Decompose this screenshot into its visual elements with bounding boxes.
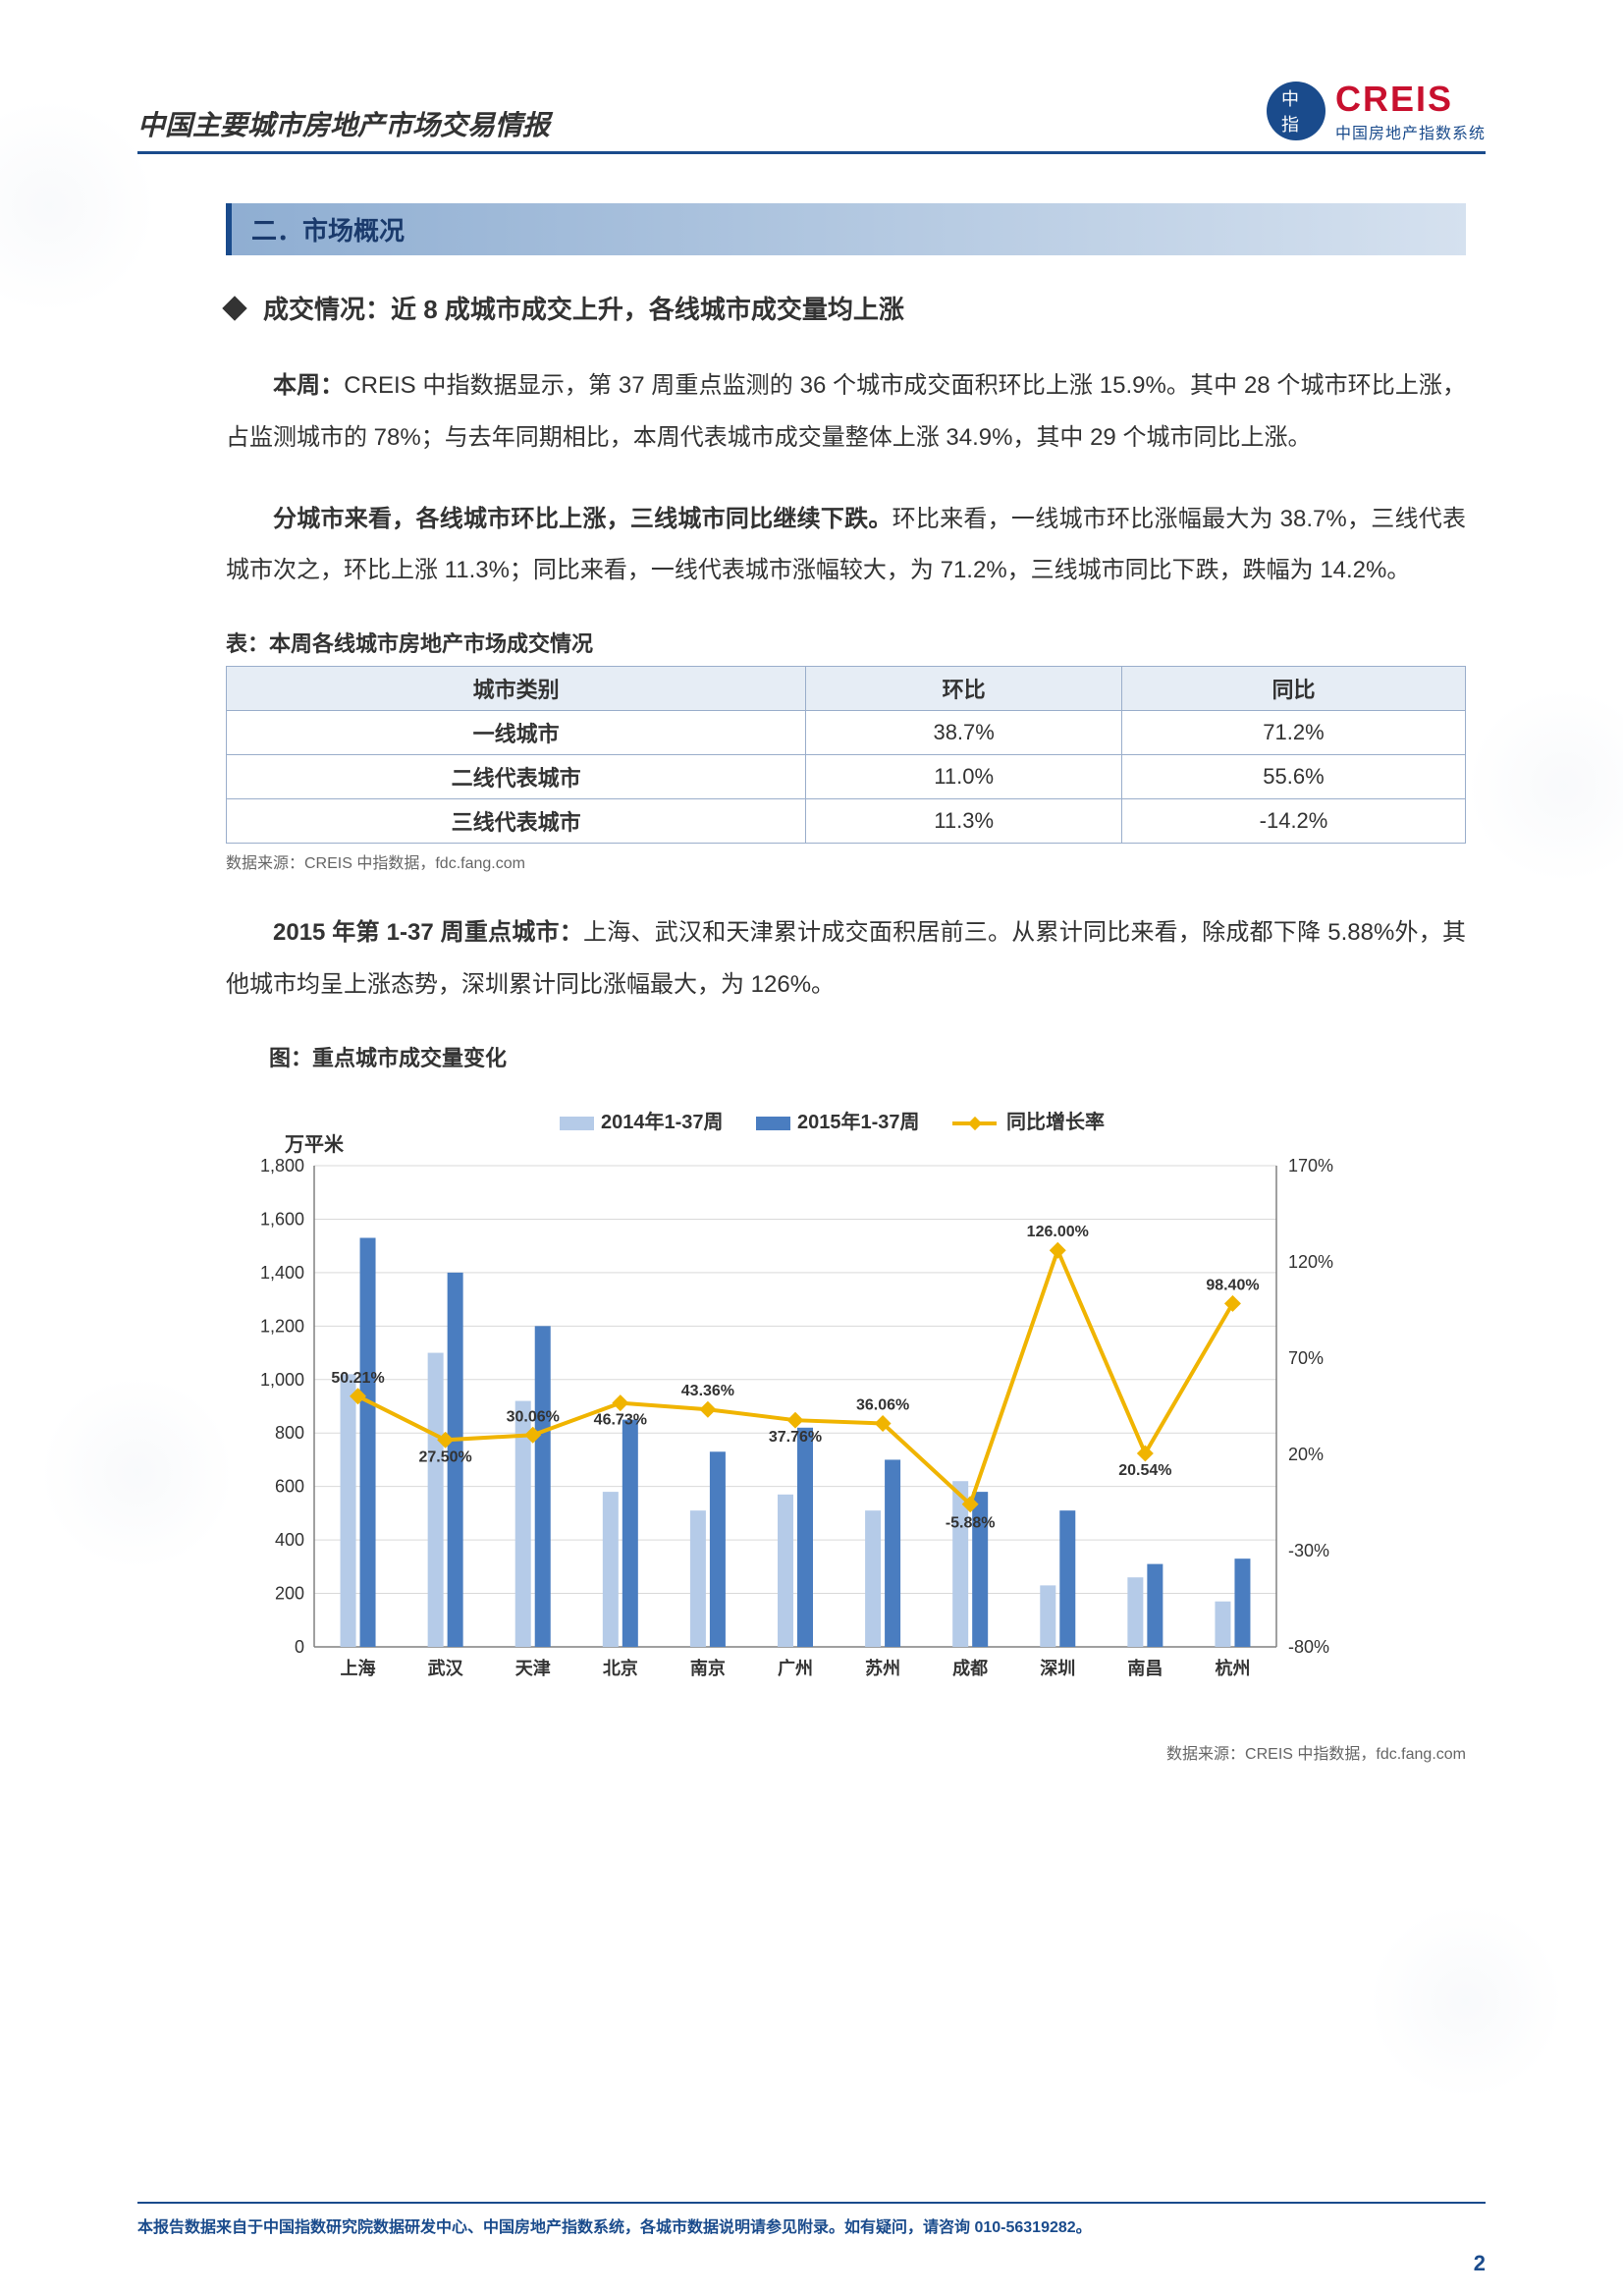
paragraph-2: 分城市来看，各线城市环比上涨，三线城市同比继续下跌。环比来看，一线城市环比涨幅最… xyxy=(226,494,1466,598)
logo-text-sub: 中国房地产指数系统 xyxy=(1335,120,1486,143)
svg-text:20.54%: 20.54% xyxy=(1118,1462,1171,1479)
svg-text:成都: 成都 xyxy=(952,1658,988,1678)
svg-text:800: 800 xyxy=(275,1423,304,1443)
svg-text:1,400: 1,400 xyxy=(260,1263,304,1283)
svg-text:万平米: 万平米 xyxy=(284,1133,345,1156)
table-cell: 二线代表城市 xyxy=(227,755,806,799)
page-footer: 本报告数据来自于中国指数研究院数据研发中心、中国房地产指数系统，各城市数据说明请… xyxy=(137,2202,1486,2237)
svg-text:上海: 上海 xyxy=(341,1658,376,1678)
svg-text:南京: 南京 xyxy=(690,1658,726,1678)
city-tier-table: 城市类别环比同比 一线城市38.7%71.2%二线代表城市11.0%55.6%三… xyxy=(226,666,1466,844)
chart-source: 数据来源：CREIS 中指数据，fdc.fang.com xyxy=(226,1740,1466,1764)
table-header-cell: 同比 xyxy=(1122,667,1466,711)
svg-text:70%: 70% xyxy=(1288,1348,1324,1368)
svg-text:27.50%: 27.50% xyxy=(419,1449,472,1465)
report-title: 中国主要城市房地产市场交易情报 xyxy=(137,104,550,143)
svg-text:46.73%: 46.73% xyxy=(594,1411,647,1428)
para1-body: CREIS 中指数据显示，第 37 周重点监测的 36 个城市成交面积环比上涨 … xyxy=(226,372,1466,451)
svg-text:0: 0 xyxy=(295,1637,304,1657)
paragraph-1: 本周：CREIS 中指数据显示，第 37 周重点监测的 36 个城市成交面积环比… xyxy=(226,360,1466,465)
svg-text:98.40%: 98.40% xyxy=(1206,1277,1259,1293)
svg-text:43.36%: 43.36% xyxy=(681,1383,734,1399)
svg-text:30.06%: 30.06% xyxy=(507,1408,560,1425)
svg-text:200: 200 xyxy=(275,1583,304,1603)
svg-text:2015年1-37周: 2015年1-37周 xyxy=(797,1110,920,1133)
bar-line-chart: 2014年1-37周 2015年1-37周 同比增长率万平米 0 200 400 600 80… xyxy=(226,1087,1365,1716)
table-caption: 表：本周各线城市房地产市场成交情况 xyxy=(226,627,1466,658)
svg-text:北京: 北京 xyxy=(603,1658,638,1678)
para1-lead: 本周： xyxy=(273,372,344,399)
subsection-title: 成交情况：近 8 成城市成交上升，各线城市成交量均上涨 xyxy=(263,290,904,326)
svg-text:126.00%: 126.00% xyxy=(1027,1224,1089,1240)
table-row: 一线城市38.7%71.2% xyxy=(227,711,1466,755)
section-heading: 二．市场概况 xyxy=(226,203,1466,255)
svg-text:南昌: 南昌 xyxy=(1127,1658,1163,1678)
svg-text:杭州: 杭州 xyxy=(1215,1658,1250,1678)
svg-text:-5.88%: -5.88% xyxy=(946,1515,996,1532)
table-row: 二线代表城市11.0%55.6% xyxy=(227,755,1466,799)
chart-container: 2014年1-37周 2015年1-37周 同比增长率万平米 0 200 400 600 80… xyxy=(226,1087,1466,1721)
svg-text:2014年1-37周: 2014年1-37周 xyxy=(601,1110,724,1133)
svg-text:天津: 天津 xyxy=(515,1658,551,1678)
paragraph-3: 2015 年第 1-37 周重点城市：上海、武汉和天津累计成交面积居前三。从累计… xyxy=(226,907,1466,1011)
svg-text:1,600: 1,600 xyxy=(260,1209,304,1229)
logo: CREIS 中国房地产指数系统 xyxy=(1267,79,1486,143)
svg-text:广州: 广州 xyxy=(778,1658,813,1678)
svg-text:-30%: -30% xyxy=(1288,1541,1329,1560)
svg-text:1,800: 1,800 xyxy=(260,1156,304,1175)
svg-text:120%: 120% xyxy=(1288,1252,1333,1272)
subsection-row: 成交情况：近 8 成城市成交上升，各线城市成交量均上涨 xyxy=(226,290,1466,326)
svg-text:37.76%: 37.76% xyxy=(769,1429,822,1446)
svg-text:50.21%: 50.21% xyxy=(331,1370,384,1387)
page-number: 2 xyxy=(1474,2251,1486,2276)
table-row: 三线代表城市11.3%-14.2% xyxy=(227,799,1466,844)
table-cell: 一线城市 xyxy=(227,711,806,755)
logo-mark-icon xyxy=(1267,82,1325,140)
diamond-bullet-icon xyxy=(222,296,246,320)
svg-text:170%: 170% xyxy=(1288,1156,1333,1175)
chart-title: 图：重点城市成交量变化 xyxy=(226,1041,1466,1072)
page-header: 中国主要城市房地产市场交易情报 CREIS 中国房地产指数系统 xyxy=(137,79,1486,154)
para2-lead: 分城市来看，各线城市环比上涨，三线城市同比继续下跌。 xyxy=(273,506,893,532)
svg-text:1,200: 1,200 xyxy=(260,1316,304,1336)
table-header-cell: 城市类别 xyxy=(227,667,806,711)
svg-text:1,000: 1,000 xyxy=(260,1370,304,1390)
logo-text-main: CREIS xyxy=(1335,79,1486,120)
svg-text:20%: 20% xyxy=(1288,1445,1324,1464)
table-cell: 三线代表城市 xyxy=(227,799,806,844)
table-header-row: 城市类别环比同比 xyxy=(227,667,1466,711)
table-header-cell: 环比 xyxy=(806,667,1122,711)
svg-text:400: 400 xyxy=(275,1530,304,1550)
svg-text:苏州: 苏州 xyxy=(865,1658,900,1678)
table-cell: 55.6% xyxy=(1122,755,1466,799)
table-cell: 71.2% xyxy=(1122,711,1466,755)
para3-lead: 2015 年第 1-37 周重点城市： xyxy=(273,919,583,946)
table-cell: 11.0% xyxy=(806,755,1122,799)
table-cell: 11.3% xyxy=(806,799,1122,844)
svg-text:同比增长率: 同比增长率 xyxy=(1006,1110,1105,1133)
svg-text:-80%: -80% xyxy=(1288,1637,1329,1657)
table-cell: 38.7% xyxy=(806,711,1122,755)
table-source: 数据来源：CREIS 中指数据，fdc.fang.com xyxy=(226,849,1466,873)
svg-text:600: 600 xyxy=(275,1476,304,1496)
table-cell: -14.2% xyxy=(1122,799,1466,844)
svg-text:深圳: 深圳 xyxy=(1040,1658,1075,1678)
svg-text:武汉: 武汉 xyxy=(428,1659,464,1678)
svg-text:36.06%: 36.06% xyxy=(856,1396,909,1413)
